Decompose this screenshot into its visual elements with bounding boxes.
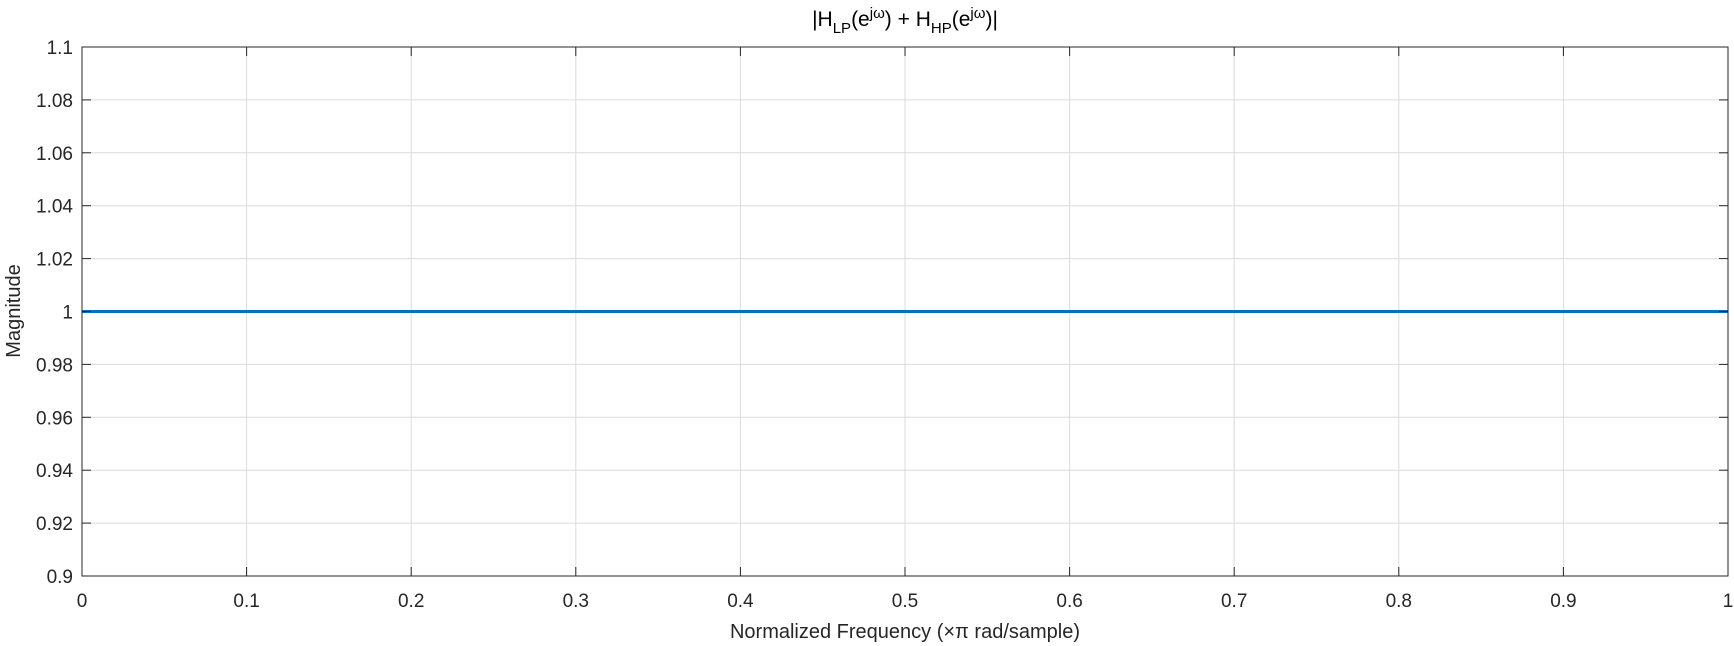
title-superscript-1: jω xyxy=(869,5,885,22)
x-tick-label: 0.6 xyxy=(1056,591,1082,612)
x-tick-label: 0.8 xyxy=(1386,591,1412,612)
x-tick-label: 0.3 xyxy=(563,591,589,612)
x-tick-label: 0.1 xyxy=(233,591,259,612)
x-tick-label: 1 xyxy=(1723,591,1734,612)
x-tick-label: 0.7 xyxy=(1221,591,1247,612)
y-axis-label: Magnitude xyxy=(3,264,25,357)
title-part-mid1: (e xyxy=(851,8,870,31)
y-tick-label: 1.06 xyxy=(36,144,73,165)
x-tick-label: 0.9 xyxy=(1550,591,1576,612)
x-tick-label: 0.4 xyxy=(727,591,754,612)
title-part-mid2: ) + H xyxy=(885,8,931,31)
x-tick-label: 0.2 xyxy=(398,591,424,612)
y-tick-label: 0.94 xyxy=(36,461,73,482)
y-tick-label: 1.02 xyxy=(36,250,73,271)
y-tick-label: 1 xyxy=(62,303,73,324)
x-tick-labels: 0 0.1 0.2 0.3 0.4 0.5 0.6 0.7 0.8 0.9 1 xyxy=(77,591,1734,612)
x-tick-label: 0 xyxy=(77,591,88,612)
title-part-close: )| xyxy=(985,8,997,31)
y-tick-label: 0.96 xyxy=(36,408,73,429)
y-tick-label: 1.1 xyxy=(47,38,73,59)
x-tick-label: 0.5 xyxy=(892,591,918,612)
chart-title: |HLP(ejω) + HHP(ejω)| xyxy=(812,5,998,37)
x-tick-marks xyxy=(81,47,1729,576)
y-tick-marks xyxy=(82,46,1728,577)
y-tick-label: 1.08 xyxy=(36,91,73,112)
y-tick-label: 0.98 xyxy=(36,355,73,376)
title-superscript-2: jω xyxy=(969,5,985,22)
y-tick-labels: 0.9 0.92 0.94 0.96 0.98 1 1.02 1.04 1.06 1.08 1.1 xyxy=(36,38,73,588)
title-part-mid3: (e xyxy=(952,8,971,31)
x-axis-label: Normalized Frequency (×π rad/sample) xyxy=(730,621,1080,643)
y-tick-label: 0.9 xyxy=(47,567,73,588)
title-subscript-hp: HP xyxy=(931,20,952,37)
title-part-open: |H xyxy=(812,8,833,31)
y-tick-label: 0.92 xyxy=(36,514,73,535)
y-tick-label: 1.04 xyxy=(36,197,73,218)
title-subscript-lp: LP xyxy=(833,20,851,37)
